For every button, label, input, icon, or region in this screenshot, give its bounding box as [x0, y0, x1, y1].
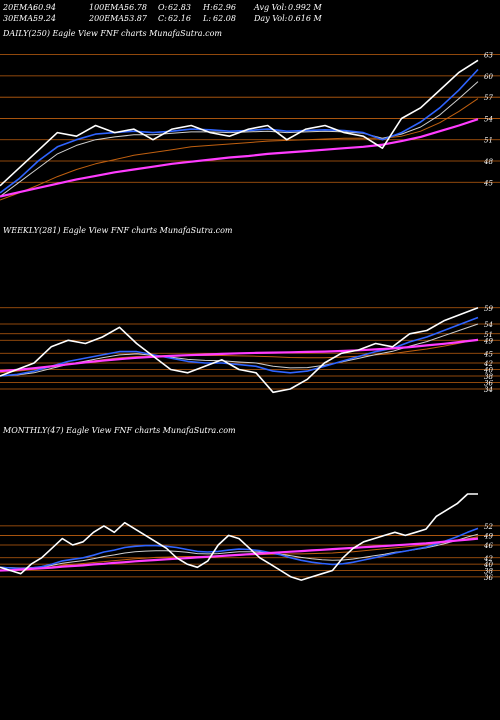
weekly-y-tick-label: 36 — [484, 380, 493, 388]
weekly-y-tick-label: 42 — [483, 360, 493, 368]
daily-y-tick-label: 54 — [484, 115, 493, 123]
weekly-y-tick-label: 59 — [484, 305, 493, 313]
header-avgvol-label: Avg Vol: — [253, 3, 287, 12]
daily-y-tick-label: 57 — [484, 94, 493, 102]
header-200ema-value: 53.87 — [124, 14, 148, 23]
daily-y-tick-label: 60 — [484, 73, 493, 81]
header-200ema-label: 200EMA: — [88, 14, 127, 23]
weekly-y-tick-label: 34 — [484, 386, 493, 394]
daily-ema200-line — [0, 118, 479, 198]
monthly-y-tick-label: 38 — [484, 568, 493, 576]
weekly-y-tick-label: 45 — [483, 350, 493, 358]
monthly-y-tick-label: 40 — [483, 561, 493, 569]
daily-ema100-line — [0, 98, 479, 201]
daily-price-line — [0, 59, 479, 187]
weekly-y-tick-label: 38 — [484, 373, 493, 381]
header-high-label: H: — [202, 3, 213, 12]
header-open-value: 62.83 — [168, 3, 191, 12]
monthly-chart-panel: MONTHLY(47) Eagle View FNF charts Munafa… — [0, 426, 500, 582]
header-dayvol-label: Day Vol: — [253, 14, 288, 23]
weekly-ema20-line — [0, 316, 479, 377]
header-low-label: L: — [202, 14, 211, 23]
daily-chart-panel: DAILY(250) Eagle View FNF charts MunafaS… — [0, 29, 500, 201]
monthly-ema20-line — [0, 527, 479, 570]
monthly-ema200-line — [0, 537, 479, 572]
weekly-y-tick-label: 40 — [483, 367, 493, 375]
header-avgvol-value: 0.992 M — [288, 3, 322, 12]
weekly-y-tick-label: 51 — [484, 331, 493, 339]
monthly-y-tick-label: 46 — [483, 542, 493, 550]
header-stats: 20EMA: 60.94 100EMA: 56.78 O: 62.83 H: 6… — [2, 3, 322, 23]
daily-y-tick-label: 48 — [483, 158, 493, 166]
weekly-chart-title: WEEKLY(281) Eagle View FNF charts Munafa… — [3, 226, 233, 235]
monthly-price-line — [0, 493, 478, 581]
daily-y-tick-label: 51 — [484, 137, 493, 145]
weekly-y-tick-label: 49 — [483, 337, 493, 345]
monthly-y-tick-label: 42 — [483, 555, 493, 563]
daily-y-tick-label: 63 — [484, 52, 493, 60]
header-open-label: O: — [158, 3, 168, 12]
monthly-chart-title: MONTHLY(47) Eagle View FNF charts Munafa… — [2, 426, 236, 435]
monthly-y-tick-label: 49 — [483, 532, 493, 540]
header-30ema-label: 30EMA: — [3, 14, 36, 23]
header-100ema-value: 56.78 — [124, 3, 147, 12]
header-close-value: 62.16 — [168, 14, 191, 23]
daily-y-tick-label: 45 — [483, 179, 493, 187]
monthly-y-tick-label: 36 — [484, 574, 493, 582]
weekly-ema200-line — [0, 338, 479, 373]
header-20ema-value: 60.94 — [33, 3, 56, 12]
header-30ema-value: 59.24 — [33, 14, 56, 23]
header-20ema-label: 20EMA: — [2, 3, 36, 12]
header-dayvol-value: 0.616 M — [288, 14, 322, 23]
weekly-y-tick-label: 54 — [484, 321, 493, 329]
daily-chart-title: DAILY(250) Eagle View FNF charts MunafaS… — [2, 29, 222, 38]
weekly-chart-panel: WEEKLY(281) Eagle View FNF charts Munafa… — [0, 226, 500, 394]
header-high-value: 62.96 — [213, 3, 236, 12]
daily-ema20-line — [0, 68, 479, 194]
weekly-price-line — [0, 307, 479, 394]
header-close-label: C: — [158, 14, 167, 23]
header-100ema-label: 100EMA: — [89, 3, 127, 12]
header-low-value: 62.08 — [213, 14, 236, 23]
monthly-y-tick-label: 52 — [484, 523, 493, 531]
